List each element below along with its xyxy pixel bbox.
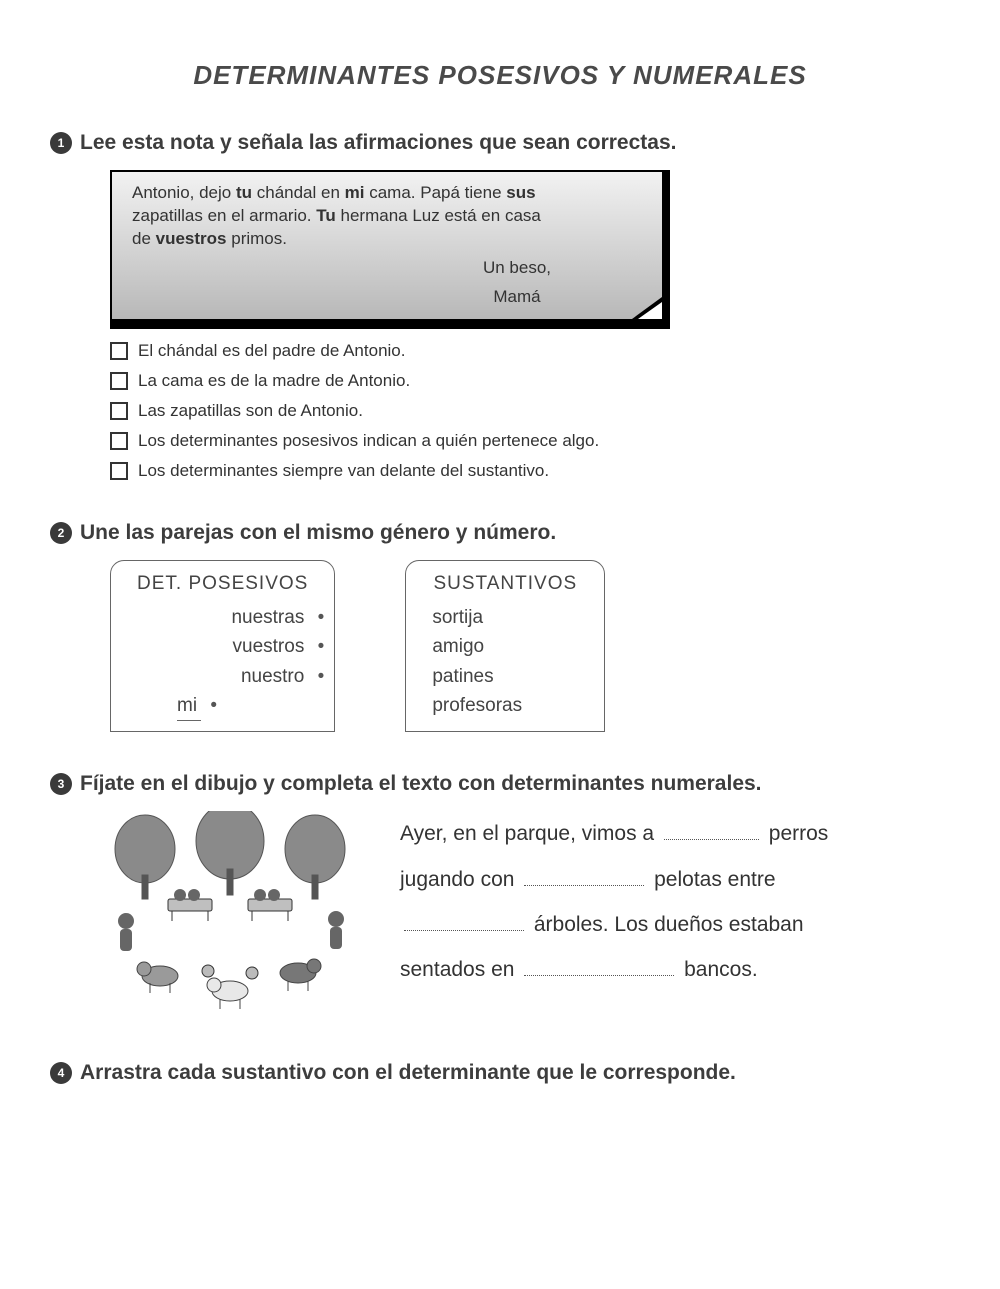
blank-input[interactable] (404, 910, 524, 931)
note-card: Antonio, dejo tu chándal en mi cama. Pap… (110, 170, 670, 329)
checkbox[interactable] (110, 402, 128, 420)
page-title: DETERMINANTES POSESIVOS Y NUMERALES (50, 60, 950, 91)
box-header: SUSTANTIVOS (432, 573, 578, 595)
note-text: cama. Papá tiene (365, 183, 507, 202)
match-item[interactable]: patines (432, 662, 578, 691)
exercise-number-badge: 3 (50, 773, 72, 795)
exercise-instruction: Arrastra cada sustantivo con el determin… (80, 1061, 736, 1085)
match-item[interactable]: nuestro (137, 662, 308, 691)
box-header: DET. POSESIVOS (137, 573, 308, 595)
exercise-instruction: Une las parejas con el mismo género y nú… (80, 521, 556, 545)
exercise-1: 1 Lee esta nota y señala las afirmacione… (50, 131, 950, 481)
checkbox-row: Los determinantes posesivos indican a qu… (110, 431, 950, 451)
match-item[interactable]: mi (177, 691, 201, 721)
note-bold: Tu (316, 206, 336, 225)
text-fragment: pelotas entre (654, 868, 775, 891)
text-fragment: árboles. Los dueños estaban (534, 913, 804, 936)
checkbox-label: Los determinantes siempre van delante de… (138, 461, 549, 481)
checkbox-row: La cama es de la madre de Antonio. (110, 371, 950, 391)
note-text: zapatillas en el armario. (132, 206, 316, 225)
match-item[interactable]: amigo (432, 632, 578, 661)
checkbox-row: Los determinantes siempre van delante de… (110, 461, 950, 481)
blank-input[interactable] (664, 819, 759, 840)
checkbox[interactable] (110, 462, 128, 480)
match-item[interactable]: nuestras (137, 603, 308, 632)
note-text: hermana Luz está en casa (336, 206, 541, 225)
possessives-box: DET. POSESIVOS nuestras vuestros nuestro… (110, 560, 335, 733)
note-text: primos. (227, 229, 287, 248)
exercise-number-badge: 1 (50, 132, 72, 154)
note-signature: Mamá (392, 286, 642, 309)
note-signoff: Un beso, (392, 257, 642, 280)
nouns-box: SUSTANTIVOS sortija amigo patines profes… (405, 560, 605, 733)
page-fold-icon (632, 297, 662, 319)
checkbox[interactable] (110, 372, 128, 390)
blank-input[interactable] (524, 865, 644, 886)
note-text: Antonio, dejo (132, 183, 236, 202)
exercise-2: 2 Une las parejas con el mismo género y … (50, 521, 950, 733)
text-fragment: jugando con (400, 868, 514, 891)
checkbox-row: Las zapatillas son de Antonio. (110, 401, 950, 421)
exercise-number-badge: 2 (50, 522, 72, 544)
checkbox-label: Las zapatillas son de Antonio. (138, 401, 363, 421)
text-fragment: bancos. (684, 958, 758, 981)
note-bold: tu (236, 183, 252, 202)
checkbox[interactable] (110, 342, 128, 360)
checkbox-label: Los determinantes posesivos indican a qu… (138, 431, 599, 451)
text-fragment: sentados en (400, 958, 514, 981)
checkbox[interactable] (110, 432, 128, 450)
match-item[interactable]: sortija (432, 603, 578, 632)
exercise-instruction: Lee esta nota y señala las afirmaciones … (80, 131, 676, 155)
exercise-instruction: Fíjate en el dibujo y completa el texto … (80, 772, 762, 796)
note-bold: vuestros (156, 229, 227, 248)
exercise-3: 3 Fíjate en el dibujo y completa el text… (50, 772, 950, 1021)
checkbox-label: El chándal es del padre de Antonio. (138, 341, 405, 361)
text-fragment: perros (769, 822, 829, 845)
note-bold: sus (506, 183, 535, 202)
checkbox-label: La cama es de la madre de Antonio. (138, 371, 410, 391)
note-text: chándal en (252, 183, 345, 202)
park-illustration (90, 811, 370, 1021)
fill-in-text: Ayer, en el parque, vimos a perros jugan… (400, 811, 950, 992)
checkbox-row: El chándal es del padre de Antonio. (110, 341, 950, 361)
match-item[interactable]: profesoras (432, 691, 578, 720)
text-fragment: Ayer, en el parque, vimos a (400, 822, 654, 845)
match-item[interactable]: vuestros (137, 632, 308, 661)
exercise-4: 4 Arrastra cada sustantivo con el determ… (50, 1061, 950, 1086)
note-bold: mi (345, 183, 365, 202)
blank-input[interactable] (524, 955, 674, 976)
note-text: de (132, 229, 156, 248)
exercise-number-badge: 4 (50, 1062, 72, 1084)
